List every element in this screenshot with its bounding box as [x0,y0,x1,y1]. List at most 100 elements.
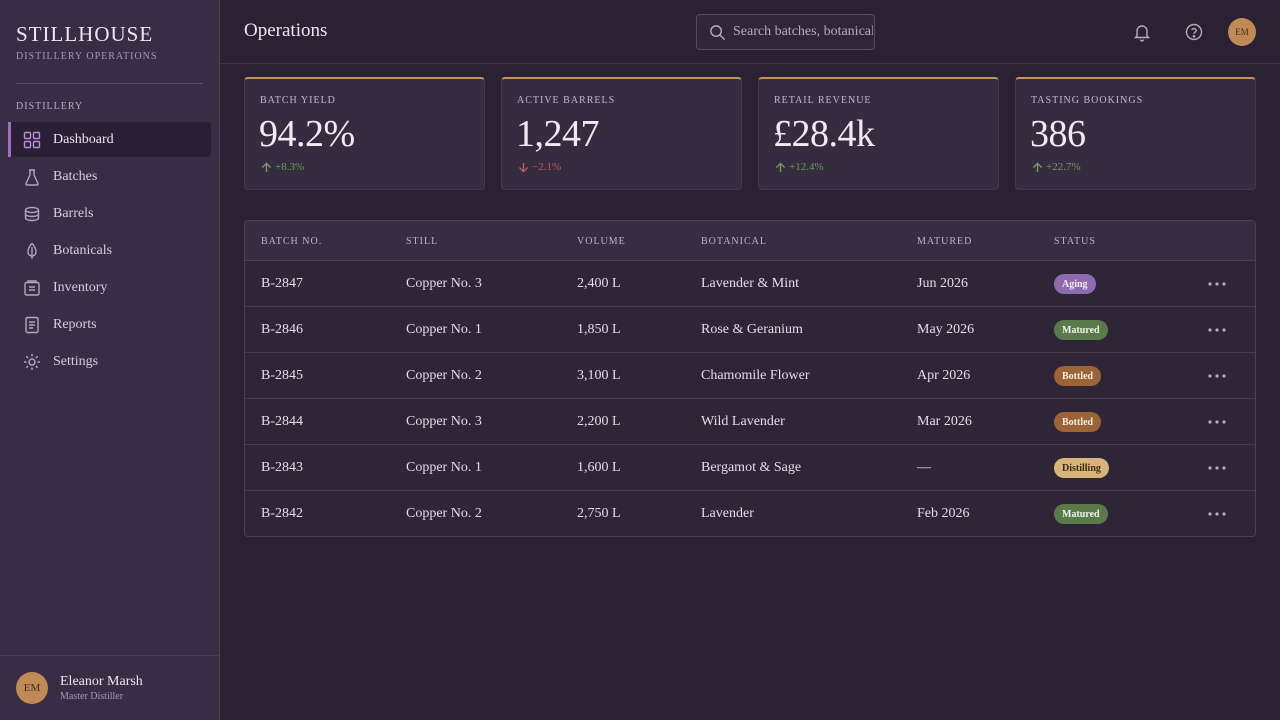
table-row[interactable]: B-2846 Copper No. 1 1,850 L Rose & Geranium… [245,307,1255,353]
column-header-botanical[interactable]: BOTANICAL [701,236,767,247]
kpi-label: RETAIL REVENUE [774,95,872,106]
status-badge: Bottled [1054,412,1102,432]
table-row[interactable]: B-2845 Copper No. 2 3,100 L Chamomile Flowe… [245,353,1255,399]
kpi-card-tasting-bookings: TASTING BOOKINGS 386 +22.7% [1015,77,1256,190]
cell-botanical: Bergamot & Sage [701,460,802,475]
gear-icon [22,352,42,372]
sidebar-item-batches[interactable]: Batches [8,159,211,194]
row-more-options-icon[interactable] [1205,413,1229,431]
search-input[interactable] [733,24,873,40]
sidebar-item-label: Batches [53,168,98,184]
leaf-icon [22,241,42,261]
kpi-delta: +22.7% [1032,161,1081,173]
dashboard-grid-icon [22,130,42,150]
cell-batch: B-2843 [261,460,303,475]
status-badge: Matured [1054,504,1108,524]
topbar: Operations EM [220,0,1280,64]
help-icon[interactable] [1184,22,1204,42]
kpi-card-batch-yield: BATCH YIELD 94.2% +8.3% [244,77,485,190]
kpi-delta-value: +12.4% [789,161,824,173]
sidebar-item-botanicals[interactable]: Botanicals [8,233,211,268]
column-header-volume[interactable]: VOLUME [577,236,626,247]
cell-volume: 3,100 L [577,368,621,383]
sidebar-item-inventory[interactable]: Inventory [8,270,211,305]
kpi-card-active-barrels: ACTIVE BARRELS 1,247 −2.1% [501,77,742,190]
user-role: Master Distiller [60,691,124,702]
kpi-card-retail-revenue: RETAIL REVENUE £28.4k +12.4% [758,77,999,190]
cell-volume: 1,600 L [577,460,621,475]
cell-volume: 2,400 L [577,276,621,291]
row-more-options-icon[interactable] [1205,459,1229,477]
brand-subtitle: DISTILLERY OPERATIONS [16,51,158,62]
brand-name: STILLHOUSE [16,22,154,46]
cell-still: Copper No. 1 [406,460,482,475]
kpi-value: 386 [1030,113,1086,155]
cell-batch: B-2842 [261,506,303,521]
cell-batch: B-2844 [261,414,303,429]
user-profile[interactable]: EM Eleanor Marsh Master Distiller [0,655,219,720]
arrow-down-icon [518,162,529,173]
cell-matured: Mar 2026 [917,414,972,429]
table-row[interactable]: B-2847 Copper No. 3 2,400 L Lavender & Mint… [245,261,1255,307]
table-row[interactable]: B-2844 Copper No. 3 2,200 L Wild Lavender Ma… [245,399,1255,445]
row-more-options-icon[interactable] [1205,321,1229,339]
sidebar-item-dashboard[interactable]: Dashboard [8,122,211,157]
cell-still: Copper No. 1 [406,322,482,337]
flask-icon [22,167,42,187]
sidebar-item-label: Reports [53,316,97,332]
column-header-still[interactable]: STILL [406,236,439,247]
row-more-options-icon[interactable] [1205,275,1229,293]
row-more-options-icon[interactable] [1205,505,1229,523]
report-document-icon [22,315,42,335]
nav-section-label: DISTILLERY [16,101,84,112]
sidebar-item-label: Inventory [53,279,108,295]
cell-matured: — [917,460,931,475]
search-icon [710,24,726,40]
status-badge: Matured [1054,320,1108,340]
table-header: BATCH NO. STILL VOLUME BOTANICAL MATURED… [245,221,1255,261]
cell-matured: Apr 2026 [917,368,971,383]
sidebar-nav: Dashboard Batches Barrels Botanicals Inv… [8,122,211,381]
search-box[interactable] [696,14,875,50]
page-title: Operations [244,20,328,41]
arrow-up-icon [1032,161,1043,172]
kpi-label: ACTIVE BARRELS [517,95,616,106]
column-header-batch[interactable]: BATCH NO. [261,236,323,247]
cell-botanical: Lavender [701,506,754,521]
cell-volume: 1,850 L [577,322,621,337]
column-header-matured[interactable]: MATURED [917,236,973,247]
avatar: EM [16,672,48,704]
sidebar-item-label: Barrels [53,205,94,221]
kpi-delta-value: +8.3% [275,161,305,173]
user-info: Eleanor Marsh Master Distiller [60,674,143,702]
header-avatar[interactable]: EM [1228,18,1256,46]
table-row[interactable]: B-2843 Copper No. 1 1,600 L Bergamot & Sage… [245,445,1255,491]
arrow-up-icon [261,161,272,172]
cell-botanical: Rose & Geranium [701,322,803,337]
cell-botanical: Chamomile Flower [701,368,810,383]
column-header-status[interactable]: STATUS [1054,236,1096,247]
arrow-up-icon [775,161,786,172]
kpi-delta: −2.1% [518,161,561,173]
batches-table: BATCH NO. STILL VOLUME BOTANICAL MATURED… [244,220,1256,537]
kpi-delta-value: −2.1% [532,161,562,173]
user-name: Eleanor Marsh [60,674,143,689]
cell-still: Copper No. 3 [406,414,482,429]
brand: STILLHOUSE DISTILLERY OPERATIONS [16,22,157,62]
cell-volume: 2,200 L [577,414,621,429]
sidebar-item-reports[interactable]: Reports [8,307,211,342]
kpi-value: 94.2% [259,113,355,155]
sidebar-item-barrels[interactable]: Barrels [8,196,211,231]
kpi-delta-value: +22.7% [1046,161,1081,173]
sidebar-item-settings[interactable]: Settings [8,344,211,379]
kpi-value: 1,247 [516,113,600,155]
table-row[interactable]: B-2842 Copper No. 2 2,750 L Lavender Feb 202… [245,491,1255,536]
table-body: B-2847 Copper No. 3 2,400 L Lavender & Mint… [245,261,1255,536]
notifications-bell-icon[interactable] [1132,22,1152,42]
kpi-delta: +12.4% [775,161,824,173]
row-more-options-icon[interactable] [1205,367,1229,385]
cell-botanical: Lavender & Mint [701,276,799,291]
status-badge: Aging [1054,274,1096,294]
cell-matured: Feb 2026 [917,506,970,521]
cell-still: Copper No. 2 [406,506,482,521]
